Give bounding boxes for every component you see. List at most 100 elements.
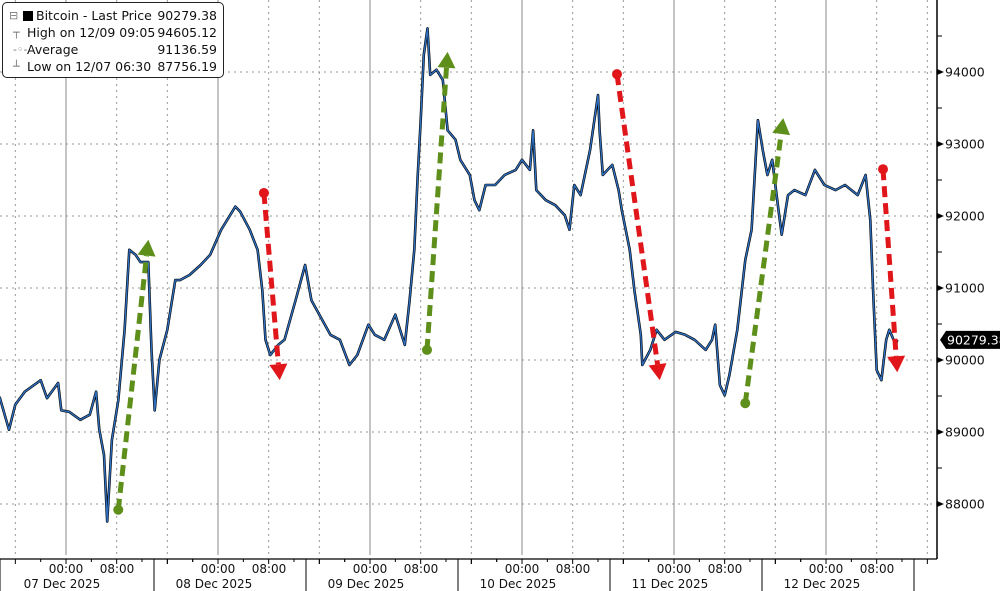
- arrow-start-dot: [612, 69, 622, 80]
- price-point: [880, 379, 883, 381]
- price-point: [150, 349, 153, 351]
- price-point: [736, 329, 738, 331]
- price-point: [98, 429, 100, 431]
- price-point: [459, 159, 461, 161]
- price-point: [876, 369, 878, 371]
- price-point: [294, 299, 297, 301]
- arrow-head: [887, 355, 906, 373]
- price-point: [503, 174, 506, 176]
- price-point: [234, 206, 237, 208]
- price-point: [40, 379, 42, 381]
- price-point: [869, 219, 871, 221]
- price-point: [117, 399, 119, 401]
- price-point: [554, 204, 556, 206]
- price-point: [684, 334, 686, 336]
- legend-average-value: 91136.59: [157, 42, 217, 57]
- arrow-head: [437, 51, 456, 69]
- arrow-shaft: [742, 133, 784, 404]
- legend: ⊟ Bitcoin - Last Price 90279.38 ┬ High o…: [2, 2, 224, 78]
- arrow-shaft: [424, 67, 449, 351]
- x-tick-label: 08:00: [556, 562, 591, 576]
- price-point: [532, 129, 534, 131]
- price-point: [641, 364, 643, 366]
- price-point: [888, 329, 890, 331]
- price-point: [179, 279, 181, 281]
- collapse-icon[interactable]: ⊟: [9, 9, 19, 22]
- y-tick-label: 89000: [945, 425, 985, 440]
- price-point: [446, 129, 449, 131]
- price-point: [348, 364, 351, 366]
- arrow-head: [269, 363, 288, 381]
- price-point: [602, 174, 604, 176]
- legend-low-value: 87756.19: [157, 59, 217, 74]
- x-day-label: 08 Dec 2025: [176, 577, 253, 591]
- x-tick-label: 08:00: [708, 562, 743, 576]
- arrow-shaft: [261, 192, 281, 365]
- price-point: [655, 329, 658, 331]
- price-point: [304, 264, 306, 266]
- price-point: [606, 169, 609, 171]
- x-day-label: 12 Dec 2025: [784, 577, 861, 591]
- x-day-label: 10 Dec 2025: [480, 577, 557, 591]
- arrow-start-dot: [878, 164, 888, 175]
- price-point: [158, 359, 161, 361]
- price-point: [611, 164, 613, 166]
- price-point: [545, 199, 547, 201]
- price-point: [46, 397, 48, 399]
- price-point: [283, 339, 286, 341]
- price-point: [404, 344, 406, 346]
- legend-last-value: 90279.38: [157, 8, 217, 23]
- price-point: [383, 339, 385, 341]
- arrow-head: [772, 118, 791, 136]
- price-point: [310, 299, 313, 301]
- price-point: [256, 249, 259, 251]
- price-point: [617, 189, 620, 191]
- average-marker-icon: -◦-: [13, 43, 28, 56]
- price-point: [469, 174, 471, 176]
- price-point: [589, 149, 591, 151]
- up-arrow-icon: [740, 118, 791, 409]
- price-point: [374, 334, 376, 336]
- legend-low: ┴ Low on 12/07 06:30 87756.19: [13, 58, 217, 75]
- price-point: [834, 189, 837, 191]
- last-price-tag-label: 90279.38: [947, 332, 1000, 347]
- arrow-start-dot: [258, 187, 269, 198]
- price-point: [60, 409, 62, 411]
- price-point: [711, 339, 713, 341]
- y-tick-marker: [937, 357, 944, 363]
- x-tick-label: 00:00: [49, 562, 84, 576]
- price-point: [277, 344, 279, 346]
- price-point: [426, 27, 429, 30]
- price-point: [264, 339, 267, 341]
- price-point: [787, 194, 789, 196]
- price-point: [68, 411, 70, 413]
- price-point: [598, 129, 601, 131]
- price-point: [174, 279, 176, 281]
- legend-high-label: High on 12/09 09:05: [27, 25, 156, 40]
- price-point: [693, 339, 696, 341]
- price-point: [239, 211, 241, 213]
- y-tick-label: 90000: [945, 353, 985, 368]
- arrow-start-dot: [422, 344, 432, 355]
- price-point: [521, 159, 523, 161]
- price-point: [413, 249, 415, 251]
- price-point: [473, 199, 476, 201]
- x-tick-label: 08:00: [860, 562, 895, 576]
- price-point: [762, 149, 764, 151]
- y-tick-label: 88000: [945, 497, 985, 512]
- price-point: [823, 184, 826, 186]
- price-point: [621, 209, 623, 211]
- price-point: [633, 289, 636, 291]
- price-point: [744, 259, 746, 261]
- price-point: [95, 391, 97, 393]
- price-point: [573, 184, 575, 186]
- down-arrow-icon: [258, 187, 288, 381]
- arrow-start-dot: [113, 504, 124, 515]
- price-point: [14, 404, 16, 406]
- price-point: [8, 429, 10, 431]
- price-point: [872, 299, 875, 301]
- price-point: [728, 374, 731, 376]
- price-point: [757, 119, 759, 121]
- price-point: [442, 79, 444, 81]
- price-point: [857, 194, 859, 196]
